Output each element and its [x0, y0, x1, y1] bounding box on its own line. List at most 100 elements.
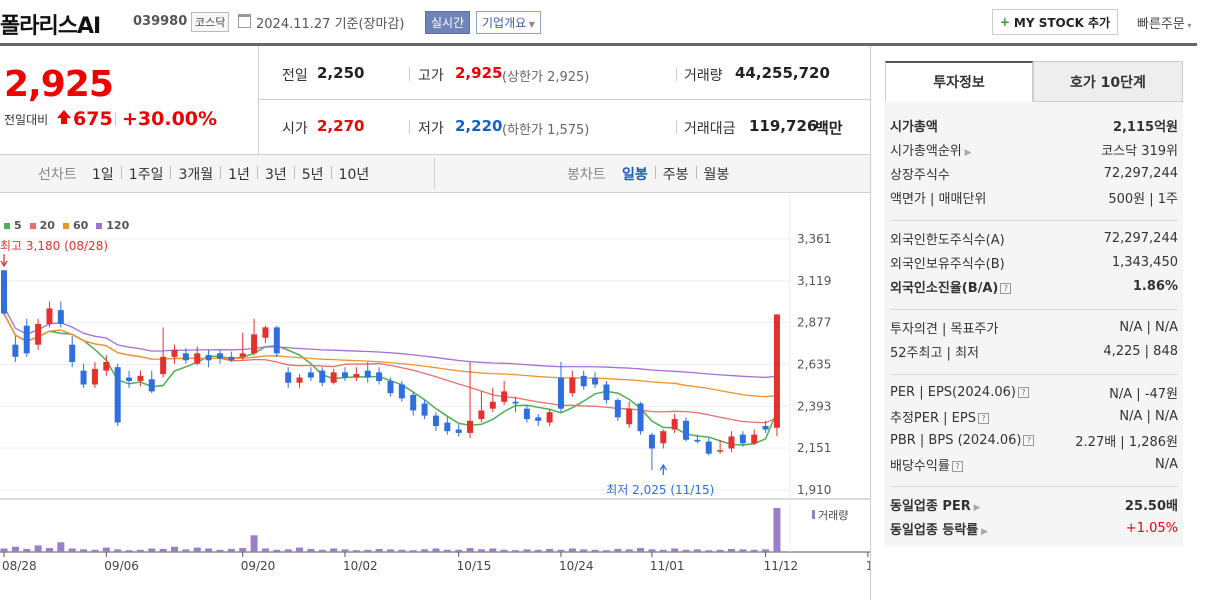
price-chart[interactable]: 3,361 3,119 2,877 2,635 2,393 2,151 1,910 거래량 08… — [0, 193, 870, 600]
info-key[interactable]: 동일업종 등락률 ▶ — [890, 519, 988, 538]
volume-bar — [455, 549, 463, 552]
volume-bar — [182, 549, 190, 552]
tab-order-book[interactable]: 호가 10단계 — [1033, 61, 1183, 102]
down-arrow-icon — [0, 254, 8, 268]
info-key-label: 외국인보유주식수(B) — [890, 257, 1005, 272]
legend-item: 60 — [62, 219, 88, 232]
upper-limit: (상한가 2,925) — [502, 70, 590, 85]
volume-bar — [125, 550, 133, 552]
volume-bar — [57, 542, 65, 552]
realtime-button[interactable]: 실시간 — [425, 11, 471, 34]
x-tick-label: 08/28 — [2, 559, 37, 573]
volume-bar — [205, 548, 213, 552]
volume-bar — [0, 548, 8, 552]
candle-body — [126, 377, 133, 382]
divider — [115, 112, 116, 126]
period-candle-0[interactable]: 일봉 — [622, 167, 648, 183]
period-line-0[interactable]: 1일 — [92, 167, 114, 183]
candle-body — [739, 434, 746, 444]
volume-bar — [671, 548, 679, 552]
volume-bar — [557, 549, 565, 552]
volume-bar — [227, 548, 235, 552]
my-stock-add-button[interactable]: + MY STOCK 추가 — [992, 9, 1118, 35]
period-line-3[interactable]: 1년 — [228, 167, 250, 183]
x-tick-label: 10/15 — [457, 559, 492, 573]
volume-bar — [364, 549, 372, 552]
open-label: 시가 — [282, 121, 308, 137]
candle-body — [364, 370, 371, 378]
tab-investment-info[interactable]: 투자정보 — [885, 61, 1033, 102]
stock-name: 폴라리스AI — [0, 14, 101, 39]
period-candle-2[interactable]: 월봉 — [703, 167, 730, 183]
candle-body — [614, 400, 621, 418]
candle-body — [683, 420, 690, 440]
ma120-line — [3, 306, 778, 379]
candle-body — [80, 370, 87, 385]
period-line-1[interactable]: 1주일 — [128, 167, 164, 183]
divider — [409, 67, 410, 81]
info-key: 외국인보유주식수(B) — [890, 253, 1005, 272]
info-row: 배당수익률? N/A — [890, 453, 1178, 476]
info-key[interactable]: 동일업종 PER ▶ — [890, 495, 981, 514]
info-value: 500원 | 1주 — [1108, 192, 1178, 207]
volume-bar — [398, 549, 406, 552]
info-value: 1,343,450 — [1111, 255, 1178, 270]
volume-bar — [409, 550, 417, 552]
candle-body — [273, 327, 280, 354]
volume-bar — [762, 549, 770, 552]
legend-item: 120 — [96, 219, 129, 232]
candle-body — [773, 314, 780, 428]
help-icon[interactable]: ? — [1000, 283, 1012, 294]
info-key-label: PER | EPS(2024.06) — [890, 385, 1016, 400]
y-tick-label: 2,151 — [797, 441, 831, 455]
period-line-6[interactable]: 10년 — [338, 167, 370, 183]
period-line-2[interactable]: 3개월 — [178, 167, 214, 183]
company-info-button[interactable]: 기업개요 ▼ — [476, 11, 541, 34]
info-value: N/A — [1155, 457, 1178, 472]
info-value: N/A | N/A — [1119, 320, 1178, 335]
volume-bar — [443, 549, 451, 552]
help-icon[interactable]: ? — [951, 461, 963, 472]
volume-bar — [307, 548, 315, 552]
volume-bar — [45, 548, 53, 552]
volume-bar — [11, 546, 19, 552]
info-value: 4,225 | 848 — [1103, 344, 1178, 359]
candle-body — [171, 349, 178, 357]
help-icon[interactable]: ? — [1017, 387, 1029, 398]
chevron-right-icon: ▶ — [978, 527, 989, 537]
candle-body — [12, 344, 19, 357]
help-icon[interactable]: ? — [977, 413, 989, 424]
candle-body — [307, 372, 314, 378]
period-candle-1[interactable]: 주봉 — [662, 167, 689, 183]
candle-body — [694, 439, 701, 442]
candle-body — [114, 367, 121, 423]
info-row: 액면가 | 매매단위 500원 | 1주 — [890, 186, 1178, 209]
divider — [434, 158, 435, 189]
volume-bar — [421, 549, 429, 552]
info-key-label: 외국인소진율(B/A) — [890, 281, 999, 296]
divider — [258, 46, 259, 154]
candle-body — [57, 310, 64, 324]
info-row: 동일업종 등락률 ▶ +1.05% — [890, 517, 1178, 540]
candle-body — [228, 356, 235, 361]
quick-order-button[interactable]: 빠른주문 ▾ — [1137, 13, 1191, 32]
volume-bar — [580, 549, 588, 552]
period-line-4[interactable]: 3년 — [264, 167, 287, 183]
candle-body — [501, 391, 508, 402]
legend-swatch — [4, 223, 10, 229]
period-line-5[interactable]: 5년 — [301, 167, 324, 183]
volume-bar — [341, 549, 349, 552]
prev-close-value: 2,250 — [317, 64, 365, 82]
volume-label: 거래량 — [818, 509, 848, 522]
volume-bar — [477, 549, 485, 552]
info-value: +1.05% — [1125, 521, 1178, 536]
period-separator — [170, 166, 172, 179]
info-value: 2,115억원 — [1112, 120, 1178, 135]
candle-body — [535, 417, 542, 421]
lower-limit: (하한가 1,575) — [502, 123, 590, 138]
info-divider — [890, 220, 1178, 221]
volume-bar — [773, 508, 781, 552]
x-tick-label: 09/06 — [104, 559, 139, 573]
help-icon[interactable]: ? — [1023, 435, 1035, 446]
info-key[interactable]: 시가총액순위 ▶ — [890, 140, 972, 159]
